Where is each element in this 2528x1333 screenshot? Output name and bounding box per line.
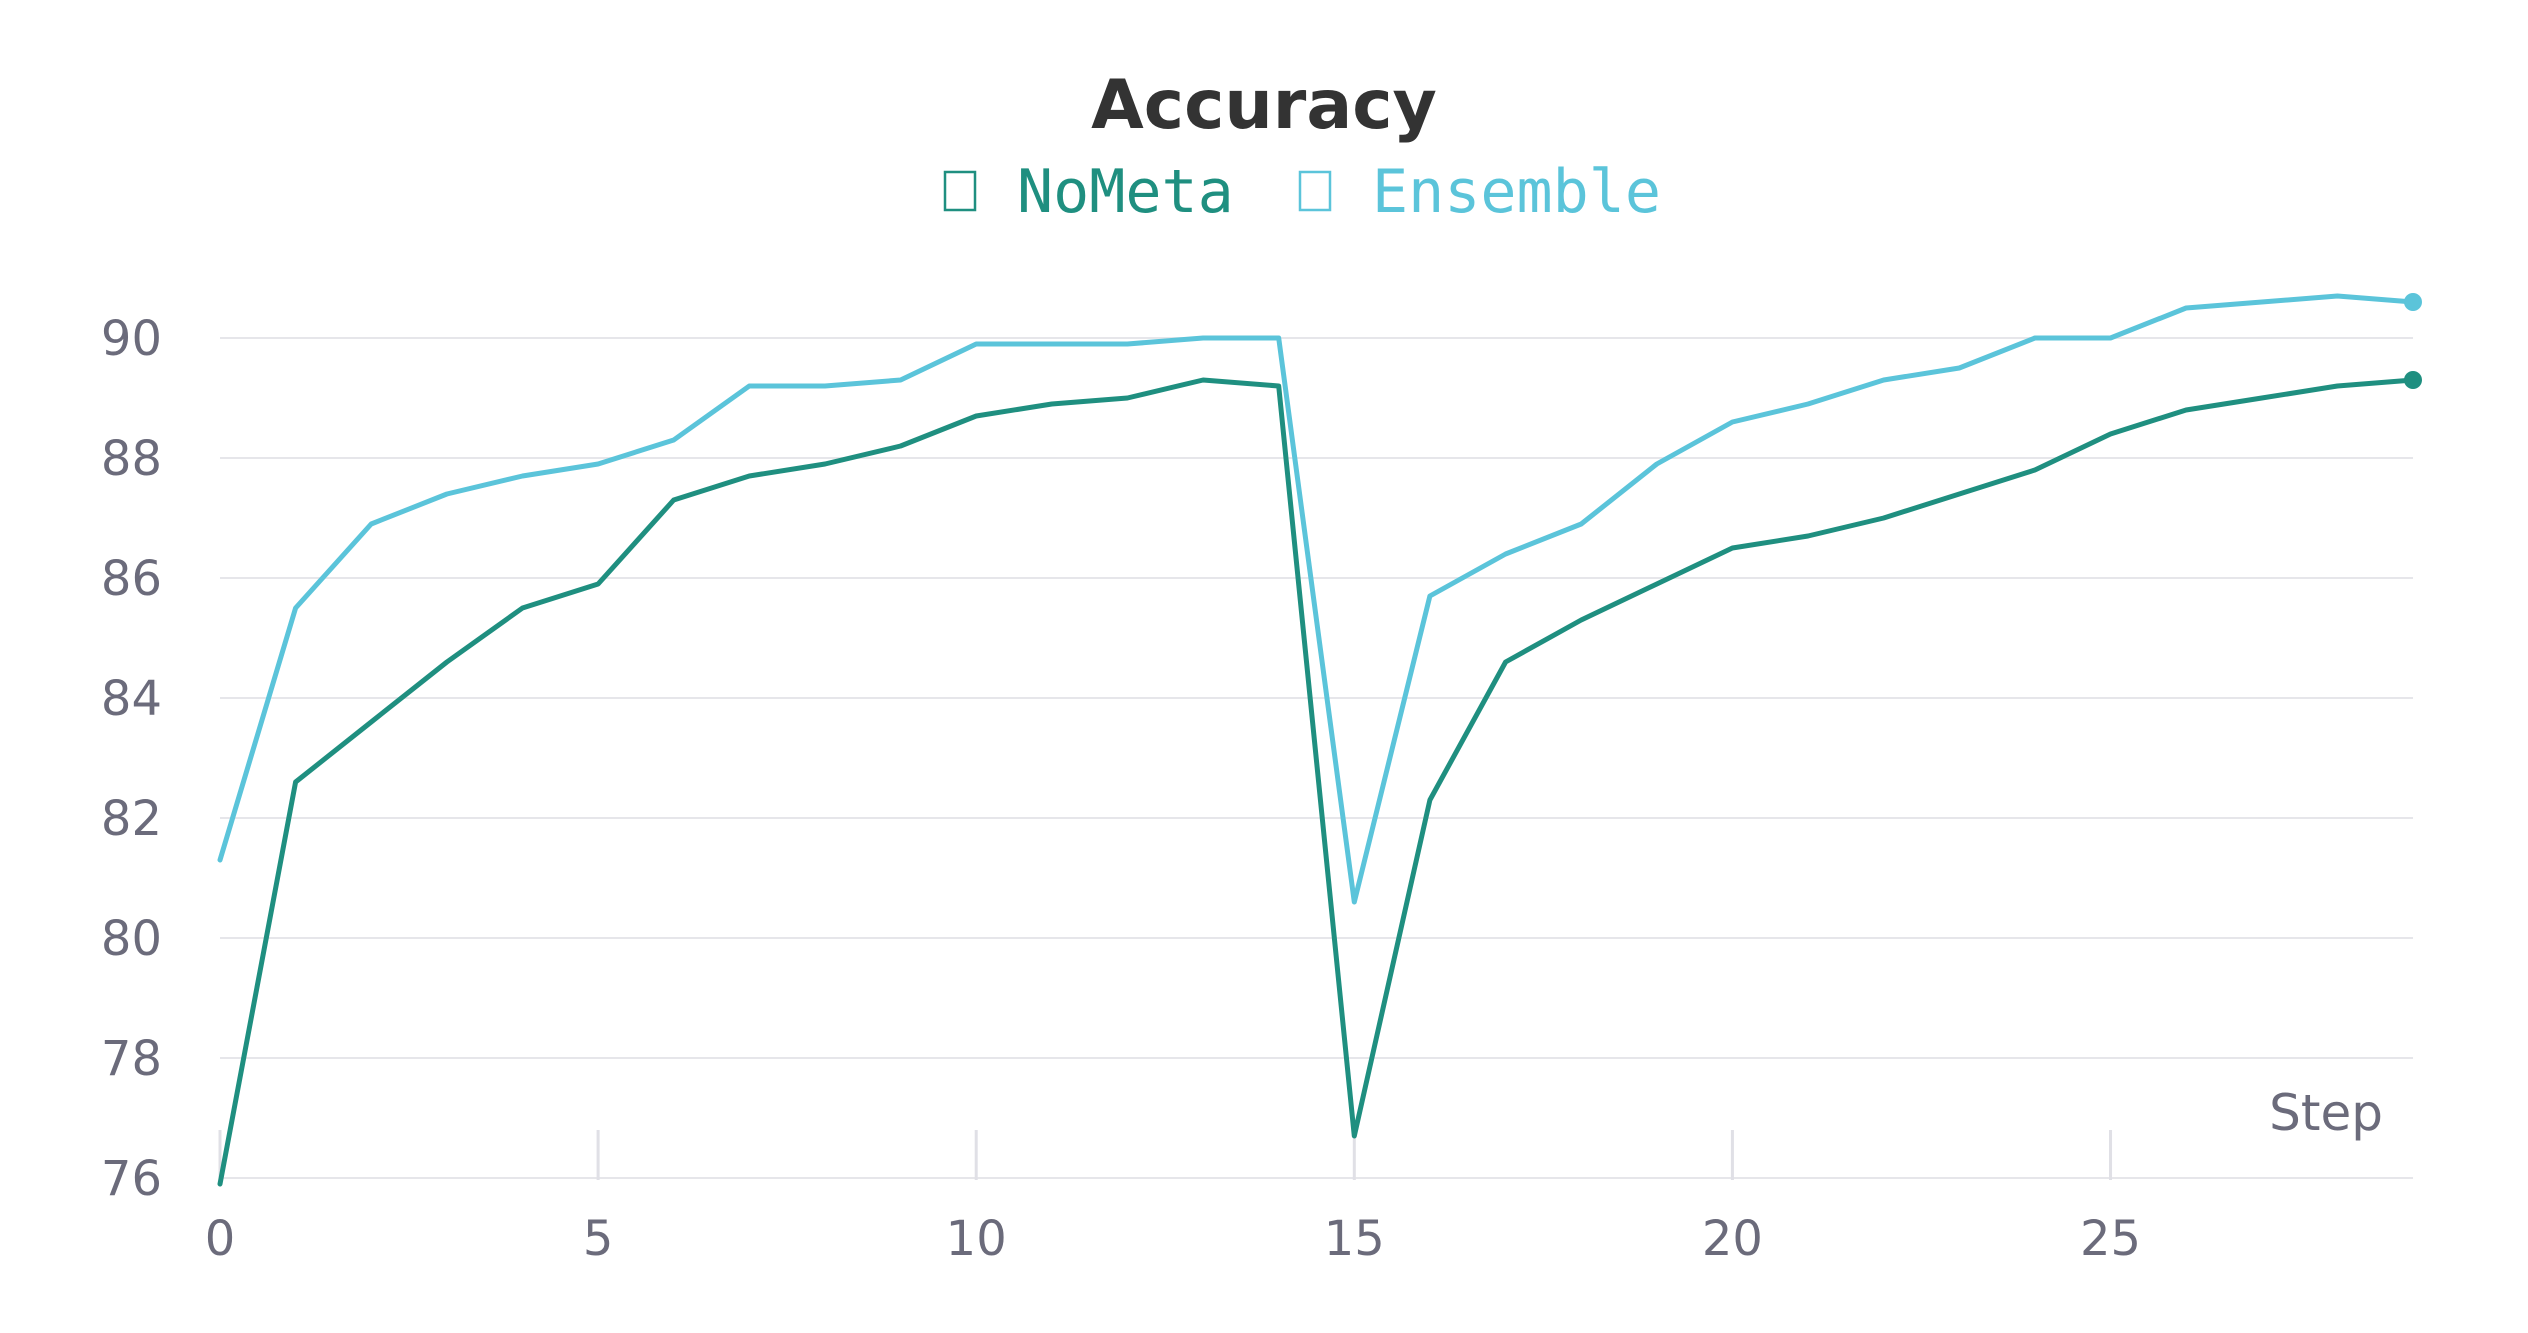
y-tick-label: 86 (101, 551, 162, 607)
series-endpoint-nometa[interactable] (2404, 371, 2422, 389)
legend-item-ensemble[interactable]: Ensemble (1298, 157, 1661, 227)
legend-square-icon (1298, 170, 1332, 212)
chart-title: Accuracy (1091, 66, 1437, 145)
x-tick-label: 25 (2080, 1211, 2141, 1267)
legend-label-ensemble: Ensemble (1372, 157, 1661, 227)
series-endpoint-ensemble[interactable] (2404, 293, 2422, 311)
x-axis: 0 5 10 15 20 25 (205, 1130, 2141, 1267)
y-tick-label: 88 (101, 431, 162, 487)
x-tick-label: 0 (205, 1211, 236, 1267)
x-tick-label: 5 (583, 1211, 614, 1267)
y-tick-label: 78 (101, 1031, 162, 1087)
x-tick-label: 15 (1324, 1211, 1385, 1267)
legend[interactable]: NoMeta Ensemble (943, 157, 1661, 227)
legend-item-nometa[interactable]: NoMeta (943, 157, 1234, 227)
x-axis-label: Step (2269, 1084, 2383, 1142)
series-lines (217, 293, 2422, 1187)
y-tick-label: 90 (101, 311, 162, 367)
y-axis: 76 78 80 82 84 86 88 90 (101, 311, 162, 1207)
y-tick-label: 84 (101, 671, 162, 727)
y-tick-label: 80 (101, 911, 162, 967)
legend-square-icon (943, 170, 977, 212)
x-tick-label: 10 (946, 1211, 1007, 1267)
grid-lines (220, 337, 2413, 1179)
series-line-ensemble[interactable] (217, 293, 2416, 905)
series-line-nometa[interactable] (217, 377, 2416, 1187)
x-tick-label: 20 (1702, 1211, 1763, 1267)
y-tick-label: 82 (101, 791, 162, 847)
y-tick-label: 76 (101, 1151, 162, 1207)
legend-label-nometa: NoMeta (1017, 157, 1234, 227)
